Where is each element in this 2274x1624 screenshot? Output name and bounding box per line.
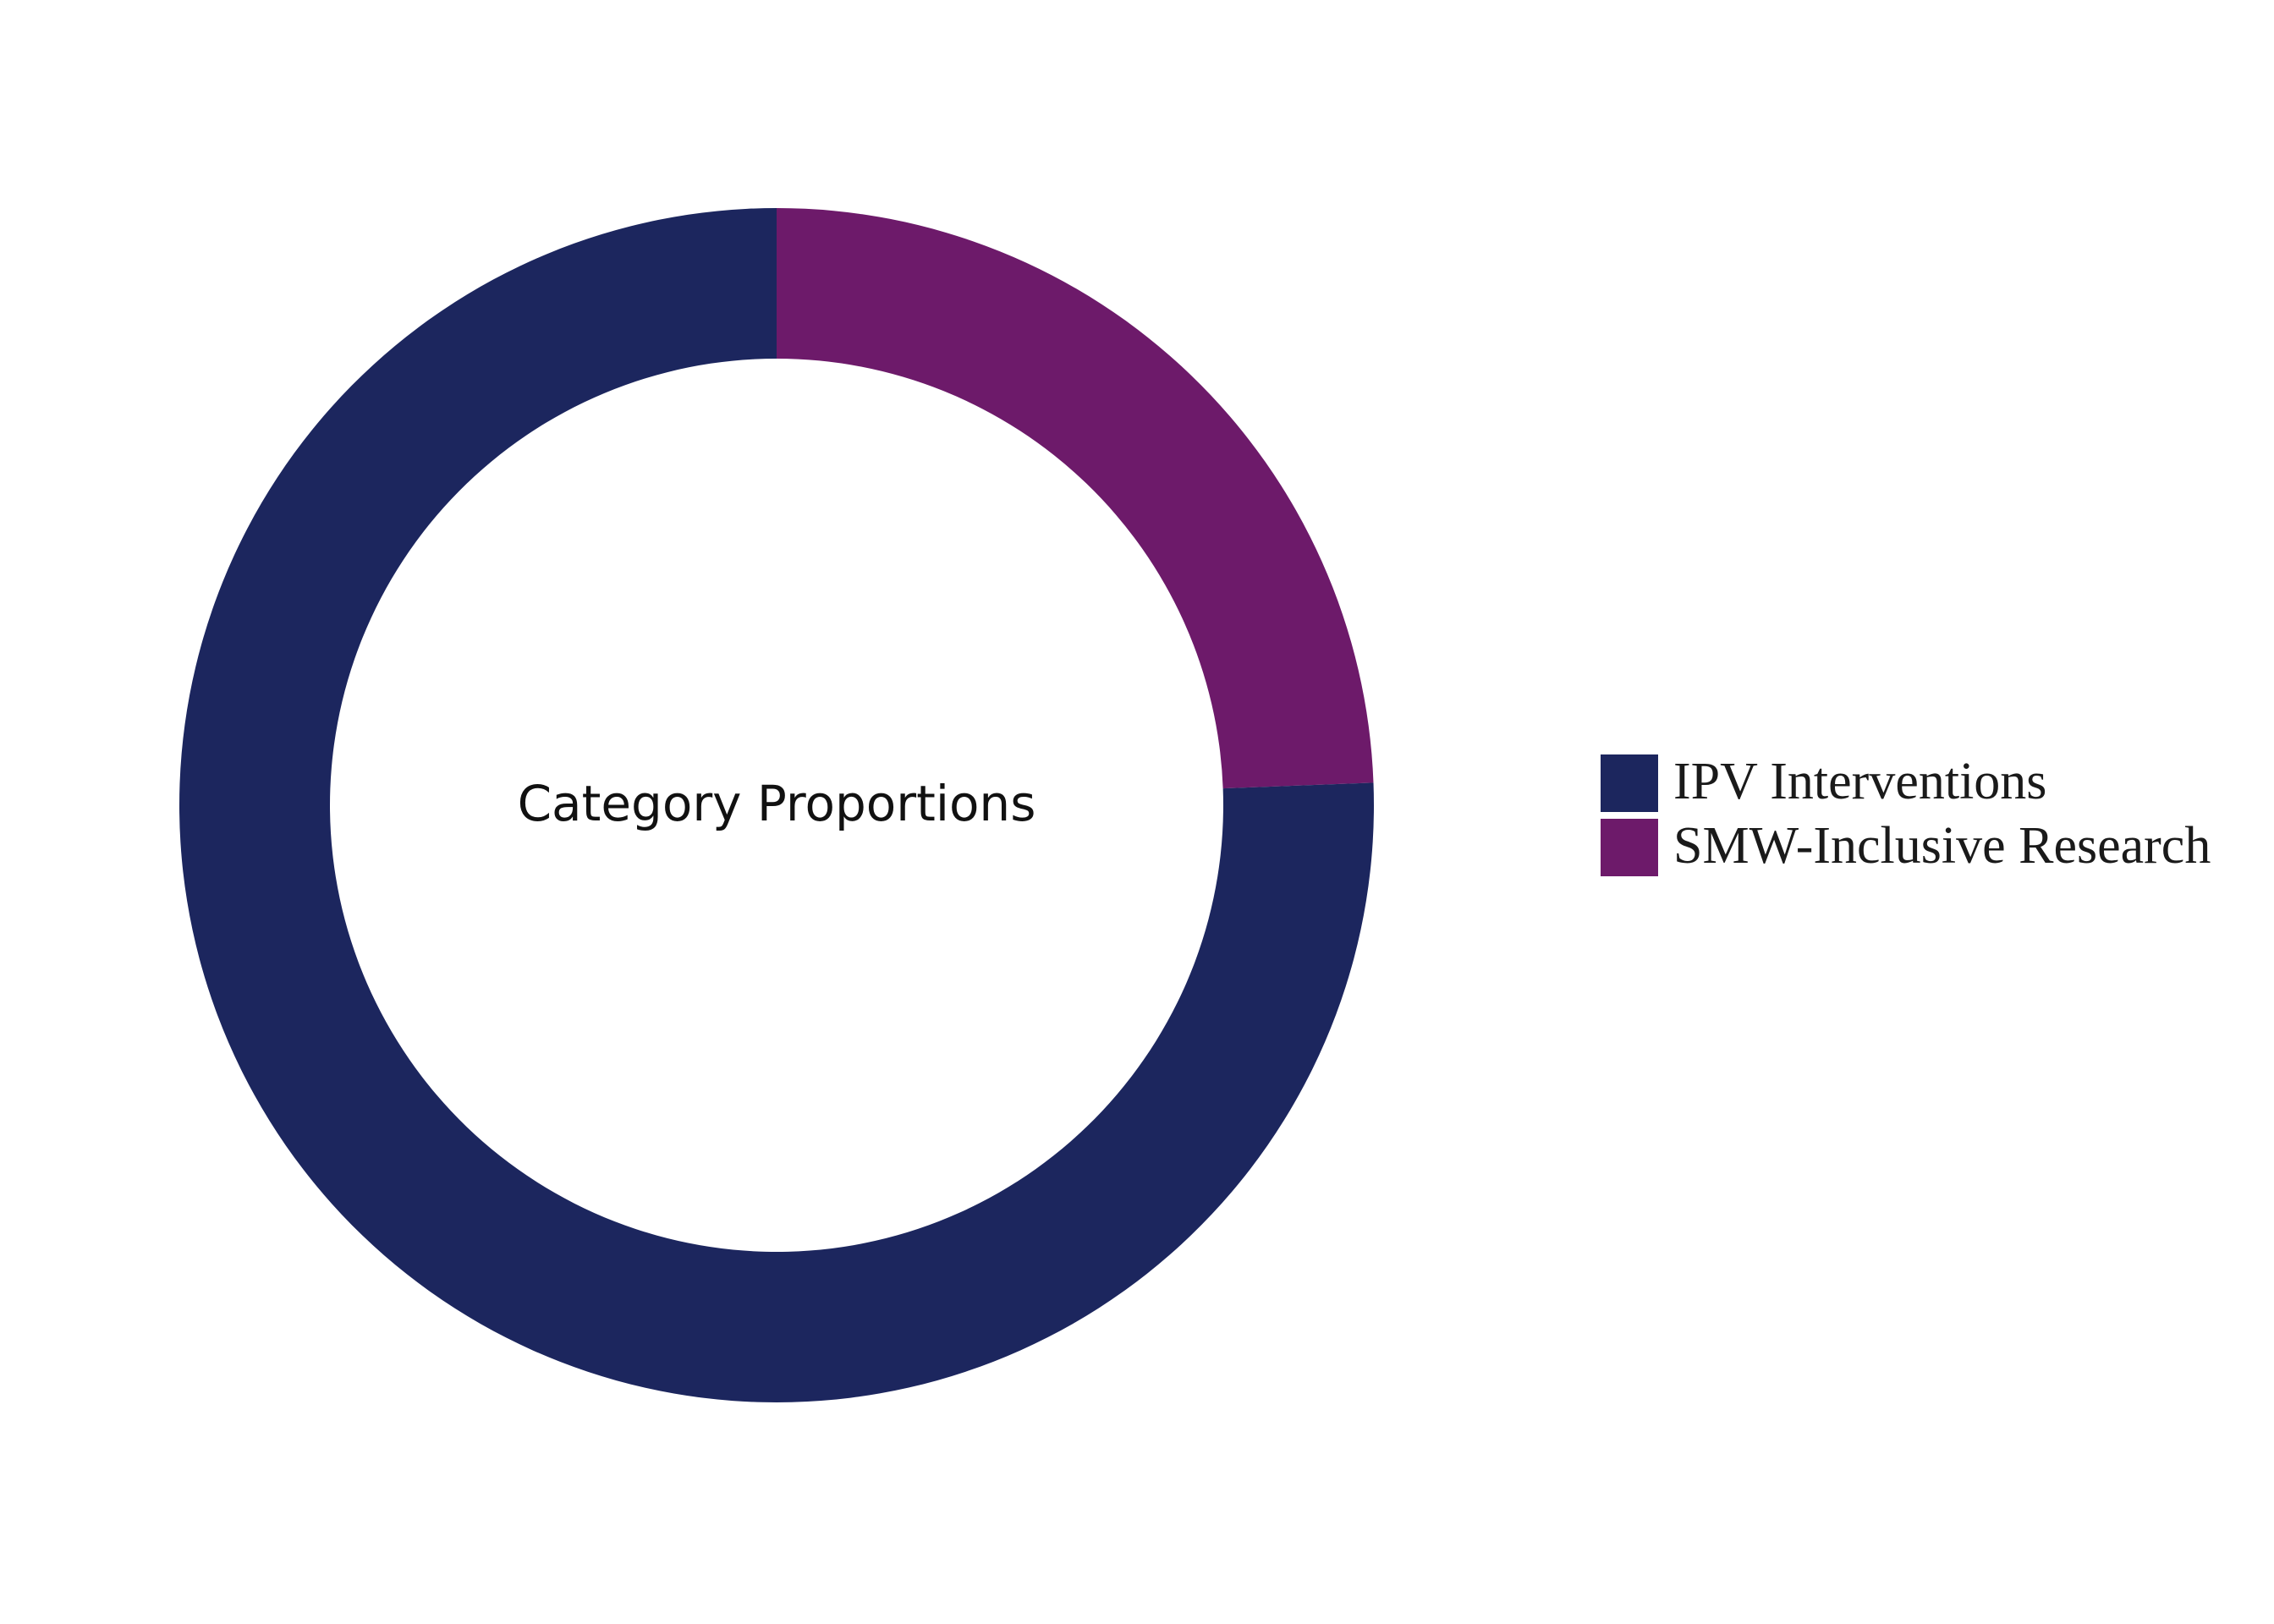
legend-item: IPV Interventions xyxy=(1601,753,2046,812)
legend-swatch xyxy=(1601,754,1658,812)
legend-label: IPV Interventions xyxy=(1673,753,2046,810)
donut-slice-smw-inclusive-research xyxy=(777,208,1374,789)
legend-swatch xyxy=(1601,819,1658,876)
legend: IPV Interventions SMW-Inclusive Research xyxy=(1601,753,2211,876)
legend-label: SMW-Inclusive Research xyxy=(1673,817,2211,875)
legend-item: SMW-Inclusive Research xyxy=(1601,817,2211,876)
chart-center-label: Category Proportions xyxy=(518,775,1036,832)
donut-slices xyxy=(179,208,1374,1402)
